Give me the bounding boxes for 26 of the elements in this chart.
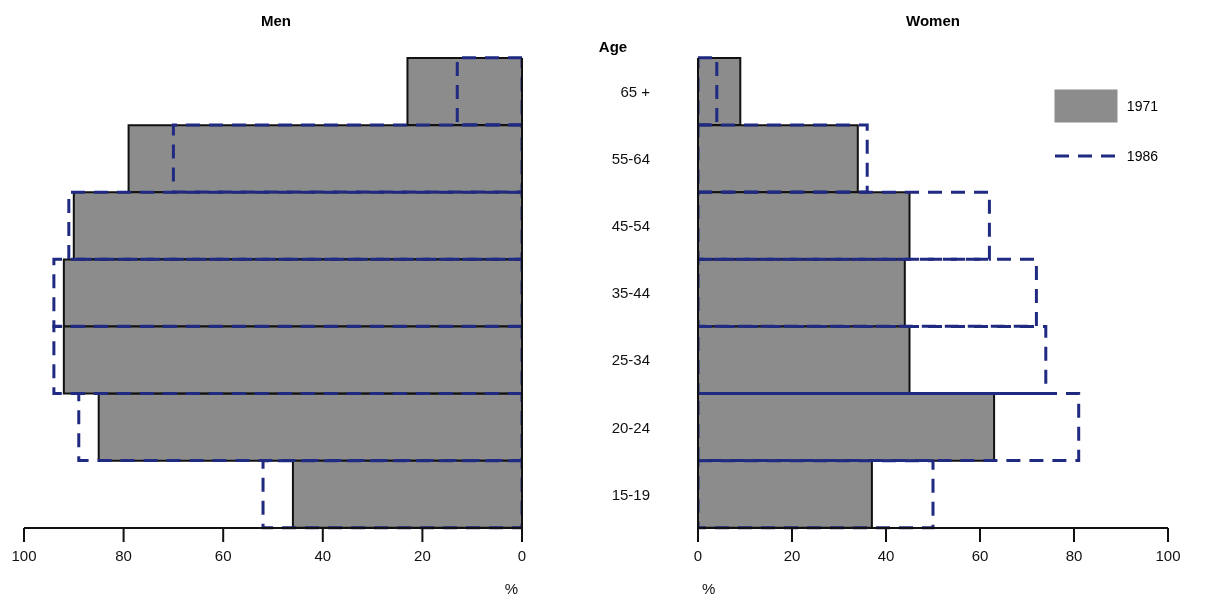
y-tick-label: 45-54 xyxy=(611,217,650,235)
x-tick-label: 60 xyxy=(214,546,232,564)
x-axis-title: % xyxy=(702,580,716,597)
legend-label: 1971 xyxy=(1126,98,1158,114)
x-tick-label: 0 xyxy=(693,546,703,564)
y-tick-label: 20-24 xyxy=(611,418,650,436)
x-tick-label: 100 xyxy=(11,546,37,564)
x-tick-label: 20 xyxy=(783,546,801,564)
y-tick-label: 15-19 xyxy=(611,485,650,503)
y-tick-label: 35-44 xyxy=(611,284,650,302)
x-tick-label: 0 xyxy=(517,546,527,564)
x-tick-label: 80 xyxy=(115,546,132,564)
legend-label: 1986 xyxy=(1126,148,1158,164)
x-axis-title: % xyxy=(504,580,518,597)
x-tick-label: 60 xyxy=(971,546,989,564)
chart-title: Women xyxy=(905,12,961,29)
y-axis-title: Age xyxy=(597,38,629,55)
x-tick-label: 40 xyxy=(314,546,332,564)
y-tick-label: 55-64 xyxy=(611,150,650,168)
y-tick-label: 65 + xyxy=(620,82,651,100)
x-tick-label: 80 xyxy=(1065,546,1083,564)
x-tick-label: 40 xyxy=(877,546,895,564)
x-tick-label: 20 xyxy=(414,546,431,564)
x-tick-label: 100 xyxy=(1155,546,1181,564)
y-tick-label: 25-34 xyxy=(611,351,650,369)
chart-title: Men xyxy=(260,12,292,29)
